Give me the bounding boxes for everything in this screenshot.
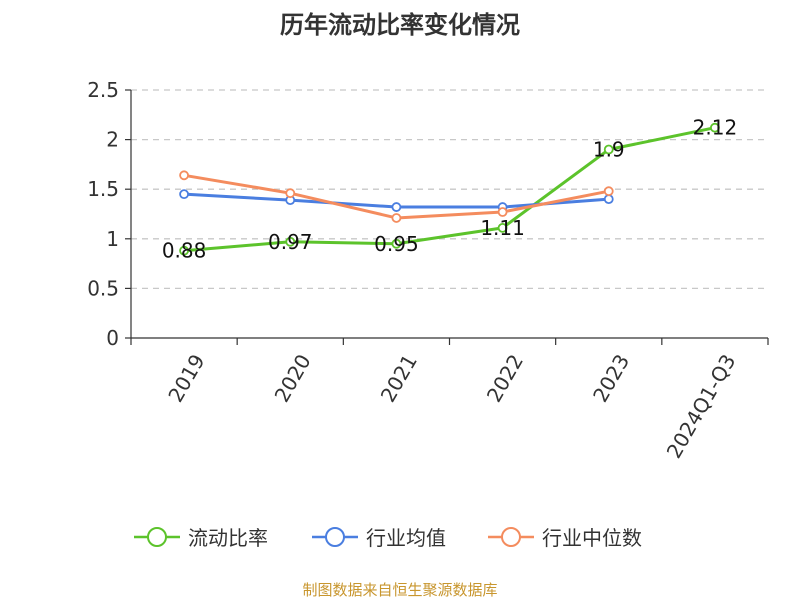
x-tick-label: 2019 xyxy=(163,350,209,406)
x-tick-label: 2023 xyxy=(588,350,634,406)
data-label: 1.11 xyxy=(480,216,525,240)
legend-item[interactable]: 行业中位数 xyxy=(488,526,642,550)
legend-label: 流动比率 xyxy=(188,526,268,550)
data-point[interactable] xyxy=(285,188,296,199)
y-tick-label: 2 xyxy=(106,128,119,152)
legend-marker xyxy=(501,527,521,547)
grid-lines xyxy=(131,89,768,290)
series-line xyxy=(183,126,716,253)
x-tick-label: 2024Q1-Q3 xyxy=(662,350,741,462)
y-tick-label: 1.5 xyxy=(87,177,119,201)
x-tick-label: 2022 xyxy=(482,350,528,406)
legend[interactable]: 流动比率 行业均值 行业中位数 xyxy=(134,526,642,550)
y-tick-label: 0.5 xyxy=(87,276,119,300)
data-point[interactable] xyxy=(603,194,614,205)
y-tick-label: 1 xyxy=(106,227,119,251)
legend-label: 行业中位数 xyxy=(542,526,642,550)
chart-title: 历年流动比率变化情况 xyxy=(280,11,520,39)
data-point[interactable] xyxy=(497,222,508,233)
data-label: 2.12 xyxy=(693,116,738,140)
data-point[interactable] xyxy=(391,213,402,223)
data-point[interactable] xyxy=(603,186,614,197)
data-labels: 0.88 0.97 0.95 1.11 1.9 2.12 xyxy=(162,116,737,263)
data-point[interactable] xyxy=(497,207,508,217)
source-note: 制图数据来自恒生聚源数据库 xyxy=(302,581,497,599)
legend-marker xyxy=(147,527,167,547)
legend-marker xyxy=(325,527,345,547)
y-tick-label: 2.5 xyxy=(87,78,119,102)
series-0 xyxy=(179,122,720,256)
legend-item[interactable]: 流动比率 xyxy=(134,526,268,550)
x-tick-label: 2020 xyxy=(270,350,316,406)
data-point[interactable] xyxy=(179,189,189,200)
legend-item[interactable]: 行业均值 xyxy=(312,526,446,550)
data-label: 1.9 xyxy=(593,138,625,162)
y-tick-label: 0 xyxy=(106,326,119,350)
series-2 xyxy=(179,170,614,223)
data-point[interactable] xyxy=(603,144,614,155)
legend-label: 行业均值 xyxy=(366,526,446,550)
series-lines xyxy=(179,122,720,256)
data-point[interactable] xyxy=(710,122,720,133)
data-label: 0.88 xyxy=(162,239,207,263)
data-point[interactable] xyxy=(179,170,189,181)
axes: 0 0.5 1 1.5 2 2.5 2019 2020 2021 2022 2023 2024Q1-Q… xyxy=(87,78,769,462)
data-point[interactable] xyxy=(391,238,402,249)
data-point[interactable] xyxy=(285,236,296,247)
data-label: 0.95 xyxy=(374,232,419,256)
data-point[interactable] xyxy=(391,202,402,212)
x-tick-label: 2021 xyxy=(376,350,422,406)
data-point[interactable] xyxy=(179,245,189,256)
data-label: 0.97 xyxy=(268,230,313,254)
